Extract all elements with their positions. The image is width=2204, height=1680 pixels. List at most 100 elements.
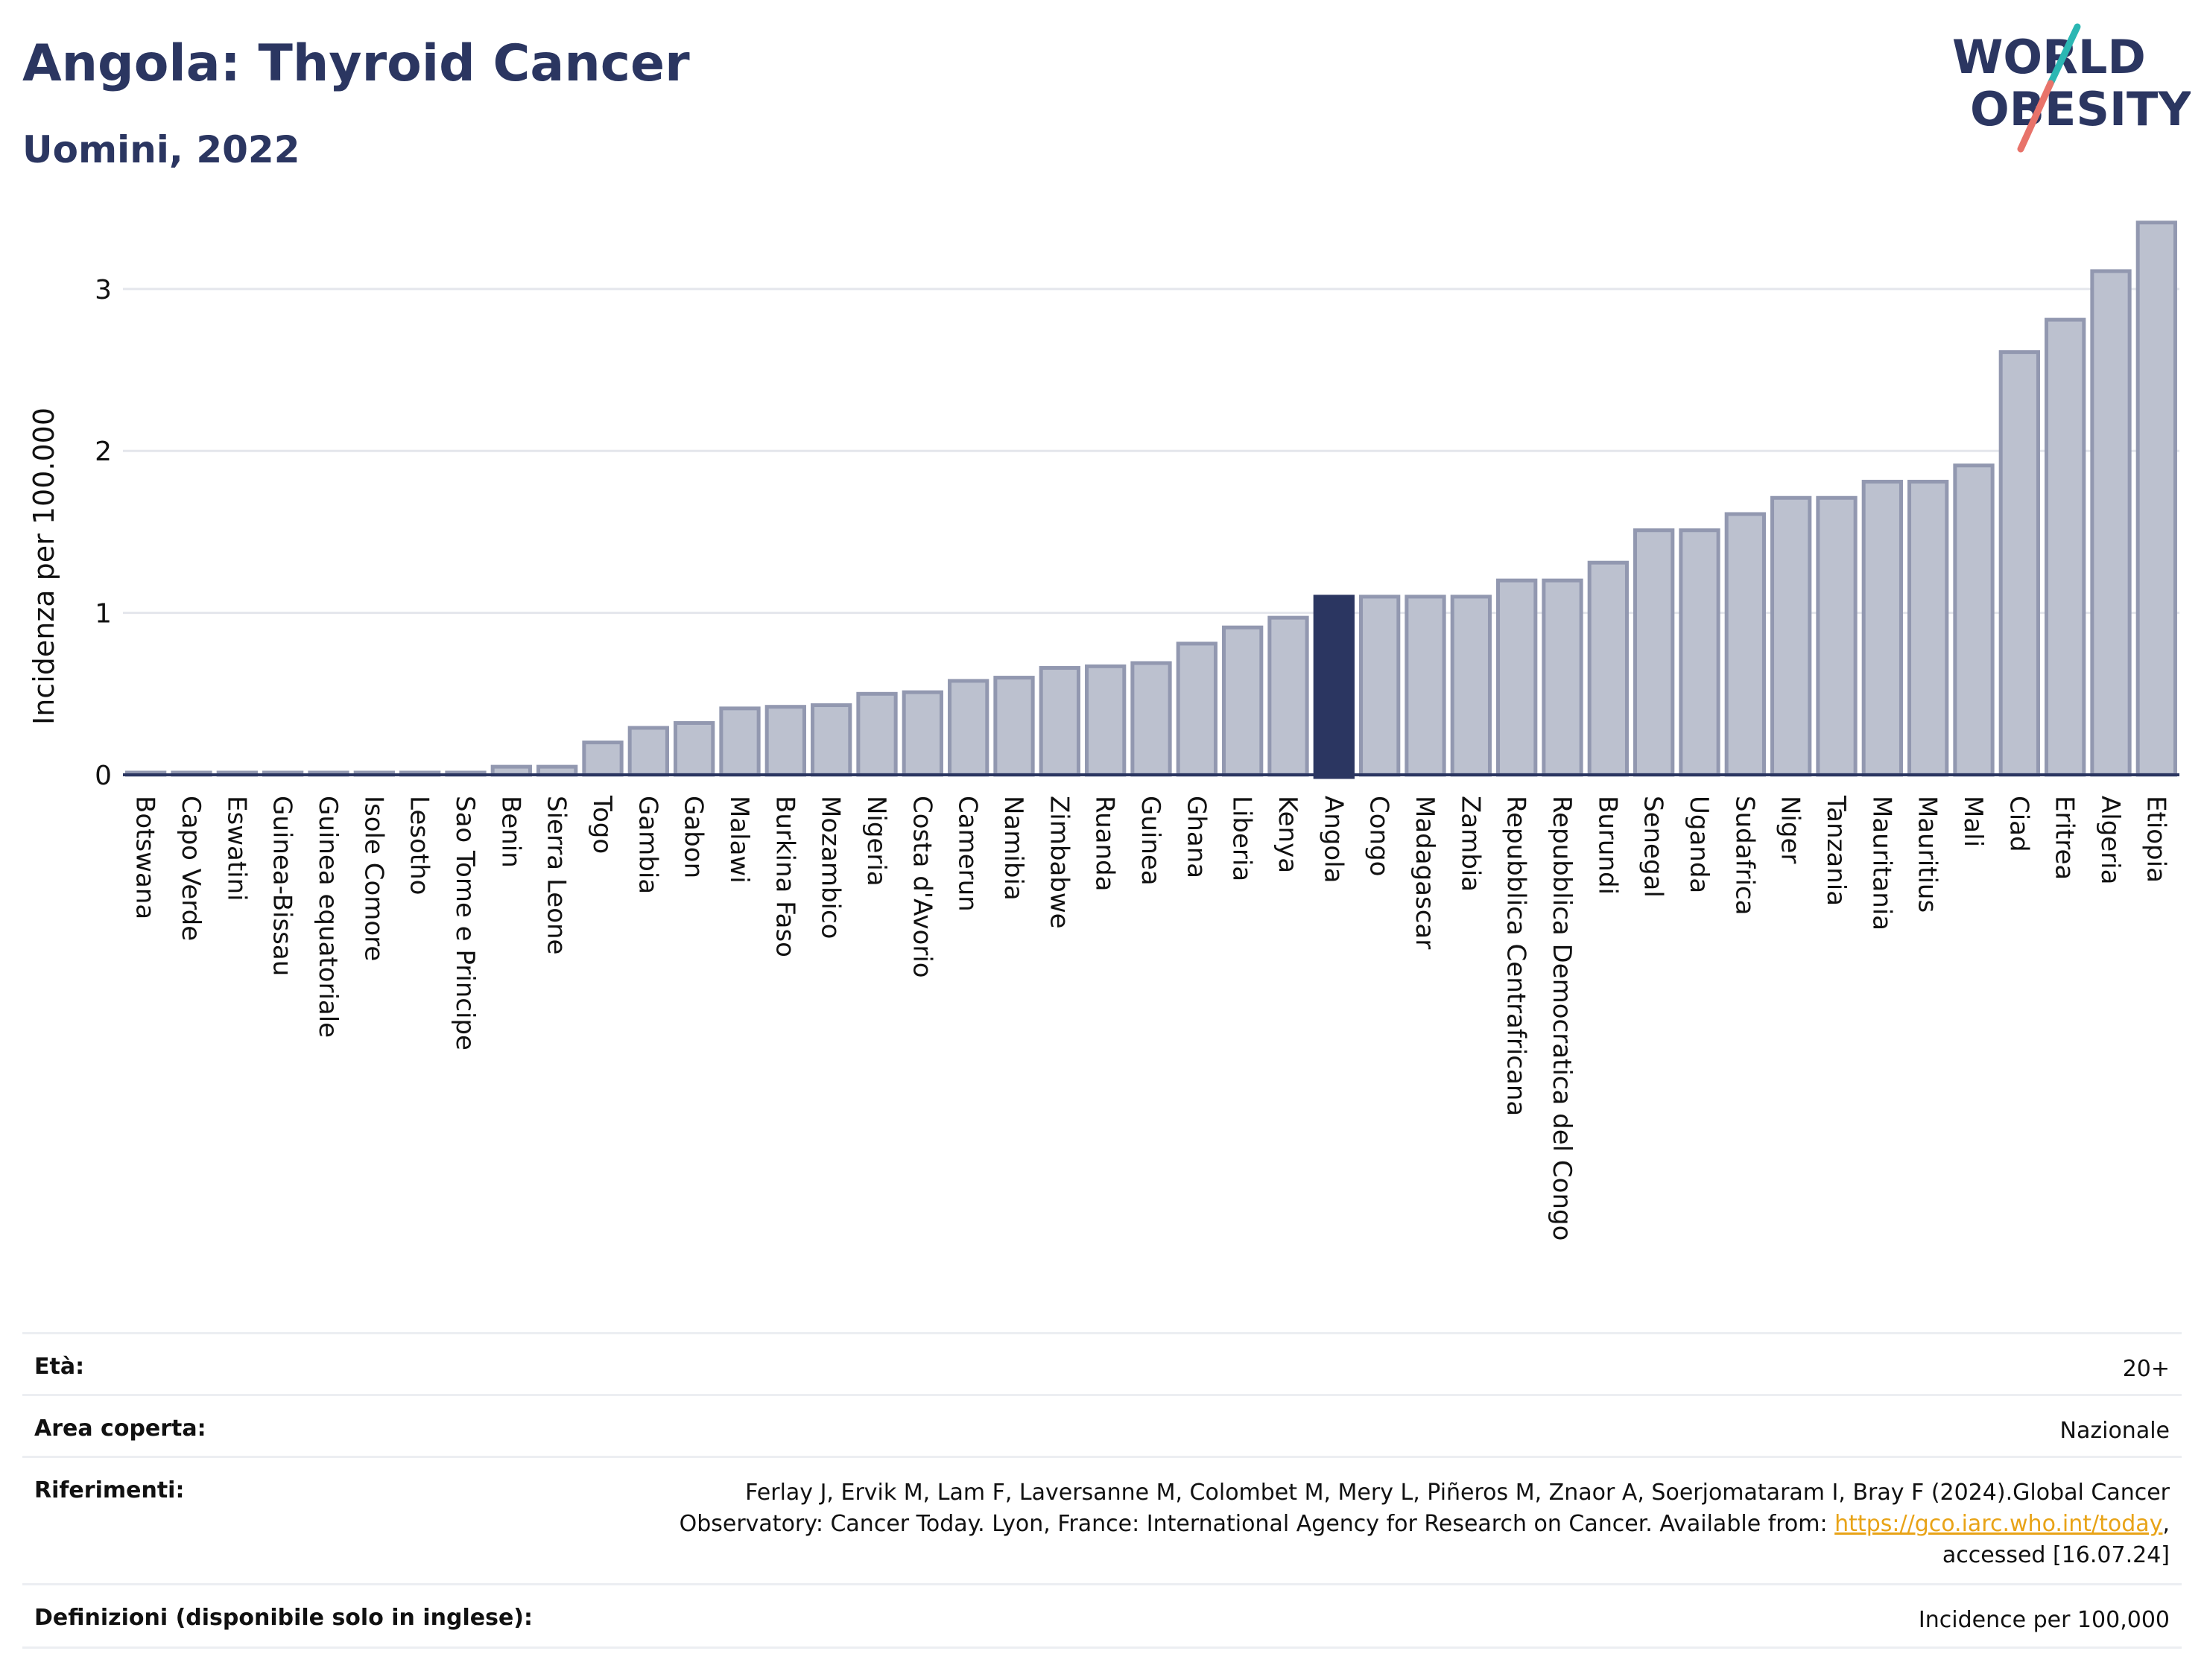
- bar-congo: [1359, 595, 1401, 777]
- x-tick-label: Madagascar: [1410, 796, 1440, 949]
- bar-mauritania: [1861, 480, 1903, 777]
- x-tick-label: Sudafrica: [1729, 796, 1759, 915]
- x-tick-label: Isole Comore: [358, 796, 388, 961]
- bar-burundi: [1587, 560, 1629, 777]
- bar-eritrea: [2045, 317, 2086, 777]
- x-tick-label: Senegal: [1638, 796, 1668, 898]
- x-tick-label: Sao Tome e Principe: [450, 796, 480, 1050]
- x-tick-label: Nigeria: [861, 796, 891, 887]
- logo-line1: WORLD: [1952, 30, 2146, 84]
- x-tick-label: Guinea-Bissau: [267, 796, 297, 976]
- x-tick-label: Capo Verde: [176, 796, 206, 941]
- bar-algeria: [2090, 269, 2132, 777]
- y-tick-label: 2: [95, 437, 112, 467]
- area-label: Area coperta:: [34, 1416, 206, 1442]
- bar-costa-d-avorio: [902, 690, 943, 777]
- bar-zambia: [1450, 595, 1492, 777]
- bar-mauritius: [1907, 480, 1949, 777]
- bar-senegal: [1633, 528, 1675, 777]
- x-tick-label: Mauritius: [1913, 796, 1942, 913]
- age-label: Età:: [34, 1354, 85, 1380]
- bar-chart: 0 1 2 3 Botswana Capo Verde Eswatini Guinea-Bi…: [28, 221, 2179, 1240]
- bar-togo: [582, 741, 624, 777]
- x-tick-label: Algeria: [2095, 796, 2125, 884]
- x-tick-label: Repubblica Centrafricana: [1501, 796, 1531, 1116]
- bar-mali: [1953, 463, 1995, 777]
- logo-slash-coral: [2017, 80, 2054, 153]
- bar-angola: [1313, 595, 1355, 779]
- x-tick-label: Costa d'Avorio: [907, 796, 937, 978]
- x-tick-label: Uganda: [1684, 796, 1714, 893]
- bar-repubblica-democratica-del-congo: [1542, 578, 1583, 777]
- bar-ruanda: [1085, 664, 1127, 777]
- x-tick-label: Eswatini: [221, 796, 251, 901]
- age-value: 20+: [2122, 1356, 2170, 1382]
- x-tick-label: Congo: [1364, 796, 1394, 876]
- info-row-area: Area coperta: Nazionale: [22, 1394, 2182, 1456]
- x-tick-label: Etiopia: [2141, 796, 2170, 883]
- y-tick-label: 0: [95, 761, 112, 791]
- x-tick-label: Sierra Leone: [542, 796, 571, 954]
- x-axis-ticks: Botswana Capo Verde Eswatini Guinea-Bissau G…: [130, 795, 2171, 1240]
- bar-camerun: [948, 679, 989, 777]
- x-tick-label: Repubblica Democratica del Congo: [1547, 796, 1577, 1240]
- bar-uganda: [1679, 528, 1720, 777]
- y-axis-label: Incidenza per 100.000: [28, 408, 60, 725]
- x-tick-label: Zimbabwe: [1044, 796, 1074, 929]
- info-row-references: Riferimenti: Ferlay J, Ervik M, Lam F, L…: [22, 1456, 2182, 1583]
- logo-slash-teal: [2047, 23, 2081, 87]
- bar-nigeria: [856, 691, 898, 777]
- x-tick-label: Gabon: [679, 796, 709, 878]
- x-tick-label: Mali: [1958, 796, 1988, 847]
- bar-burkina-faso: [764, 705, 806, 777]
- area-value: Nazionale: [2059, 1418, 2170, 1444]
- page-subtitle: Uomini, 2022: [22, 128, 300, 171]
- x-tick-label: Camerun: [953, 796, 983, 912]
- references-line1: Ferlay J, Ervik M, Lam F, Laversanne M, …: [745, 1480, 2170, 1506]
- info-table: Età: 20+ Area coperta: Nazionale Riferim…: [22, 1332, 2182, 1649]
- x-tick-label: Ciad: [2004, 796, 2033, 852]
- x-tick-label: Tanzania: [1821, 795, 1851, 906]
- references-label: Riferimenti:: [34, 1477, 185, 1503]
- bar-guinea: [1130, 661, 1172, 777]
- bar-repubblica-centrafricana: [1496, 578, 1538, 777]
- bar-mozambico: [811, 703, 852, 777]
- y-axis-ticks: 0 1 2 3: [95, 275, 112, 791]
- bar-niger: [1770, 495, 1812, 777]
- x-tick-label: Malawi: [724, 796, 754, 884]
- x-tick-label: Burkina Faso: [770, 796, 799, 957]
- bar-etiopia: [2135, 221, 2177, 777]
- x-tick-label: Ghana: [1181, 796, 1211, 878]
- references-line2: Observatory: Cancer Today. Lyon, France:…: [679, 1511, 1835, 1537]
- x-tick-label: Eritrea: [2050, 796, 2080, 880]
- references-link[interactable]: https://gco.iarc.who.int/today: [1834, 1511, 2163, 1537]
- bar-tanzania: [1816, 495, 1858, 777]
- logo-line2: OBESITY: [1970, 82, 2191, 136]
- bar-madagascar: [1405, 595, 1446, 777]
- bar-malawi: [719, 706, 761, 777]
- x-tick-label: Mauritania: [1866, 796, 1896, 931]
- references-line3: accessed [16.07.24]: [1942, 1542, 2170, 1568]
- x-tick-label: Mozambico: [816, 796, 846, 939]
- x-tick-label: Ruanda: [1090, 796, 1120, 891]
- x-tick-label: Niger: [1776, 796, 1805, 863]
- page-title: Angola: Thyroid Cancer: [22, 34, 690, 93]
- bar-gabon: [674, 720, 715, 777]
- bar-ciad: [1998, 350, 2040, 777]
- definitions-value: Incidence per 100,000: [1918, 1607, 2170, 1633]
- x-tick-label: Liberia: [1227, 796, 1257, 881]
- bar-namibia: [993, 676, 1035, 777]
- references-line2-end: ,: [2162, 1511, 2170, 1537]
- references-value: Ferlay J, Ervik M, Lam F, Laversanne M, …: [680, 1477, 2170, 1583]
- x-tick-label: Lesotho: [405, 796, 434, 895]
- bar-sudafrica: [1724, 512, 1766, 777]
- x-tick-label: Guinea: [1136, 796, 1165, 886]
- info-row-definitions: Definizioni (disponibile solo in inglese…: [22, 1583, 2182, 1649]
- x-tick-label: Guinea equatoriale: [313, 796, 343, 1038]
- world-obesity-logo: WORLD OBESITY: [1952, 23, 2191, 153]
- bar-ghana: [1176, 641, 1217, 777]
- bar-gambia: [627, 726, 669, 777]
- y-tick-label: 1: [95, 599, 112, 630]
- x-tick-label: Gambia: [633, 796, 662, 894]
- bar-liberia: [1222, 625, 1264, 777]
